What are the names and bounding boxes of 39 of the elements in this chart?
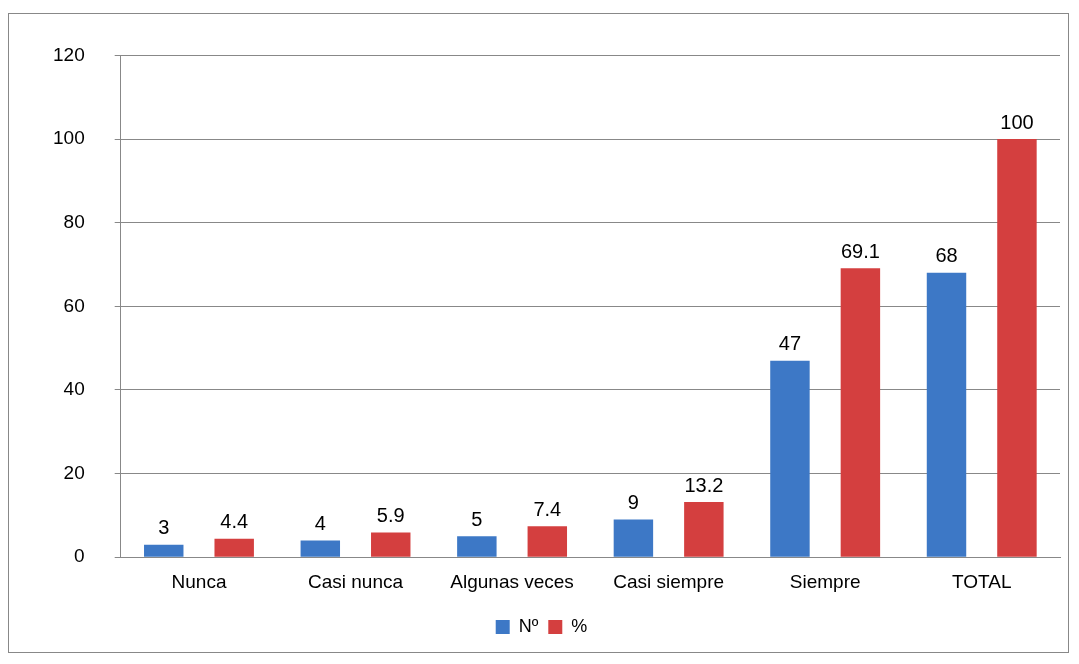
data-label: 47 xyxy=(778,332,802,355)
data-label: 100 xyxy=(1000,110,1034,133)
legend-label: Nº xyxy=(518,615,539,636)
data-label: 7.4 xyxy=(533,497,562,520)
bar xyxy=(926,272,967,557)
y-tick-label: 80 xyxy=(63,210,85,232)
x-tick-label: Nunca xyxy=(171,570,227,592)
bar xyxy=(770,360,810,557)
data-label: 4.4 xyxy=(220,510,249,533)
bar xyxy=(371,532,411,557)
data-label: 4 xyxy=(314,511,326,534)
data-label: 5 xyxy=(471,507,483,530)
bar xyxy=(997,139,1037,557)
y-tick-label: 120 xyxy=(53,43,85,65)
bar xyxy=(457,536,497,557)
x-tick-label: TOTAL xyxy=(951,570,1012,592)
bar xyxy=(144,544,184,557)
x-tick-label: Siempre xyxy=(789,570,861,592)
y-tick-label: 100 xyxy=(53,127,85,149)
x-tick-label: Algunas veces xyxy=(450,570,574,592)
y-tick-label: 20 xyxy=(63,461,85,483)
data-label: 13.2 xyxy=(684,473,724,496)
data-label: 68 xyxy=(935,244,958,267)
bar xyxy=(613,519,654,557)
legend-label: % xyxy=(571,615,588,636)
data-label: 5.9 xyxy=(376,504,405,527)
x-tick-label: Casi siempre xyxy=(613,570,725,592)
y-tick-label: 40 xyxy=(63,378,85,400)
data-label: 69.1 xyxy=(840,239,880,262)
y-tick-label: 0 xyxy=(74,545,85,567)
bar xyxy=(214,538,254,557)
bar xyxy=(684,502,724,557)
x-tick-label: Casi nunca xyxy=(307,570,404,592)
data-label: 9 xyxy=(627,491,639,514)
bar xyxy=(840,268,881,557)
y-tick-label: 60 xyxy=(63,294,85,316)
bar xyxy=(300,540,341,557)
bar xyxy=(527,526,568,557)
data-label: 3 xyxy=(158,516,170,539)
